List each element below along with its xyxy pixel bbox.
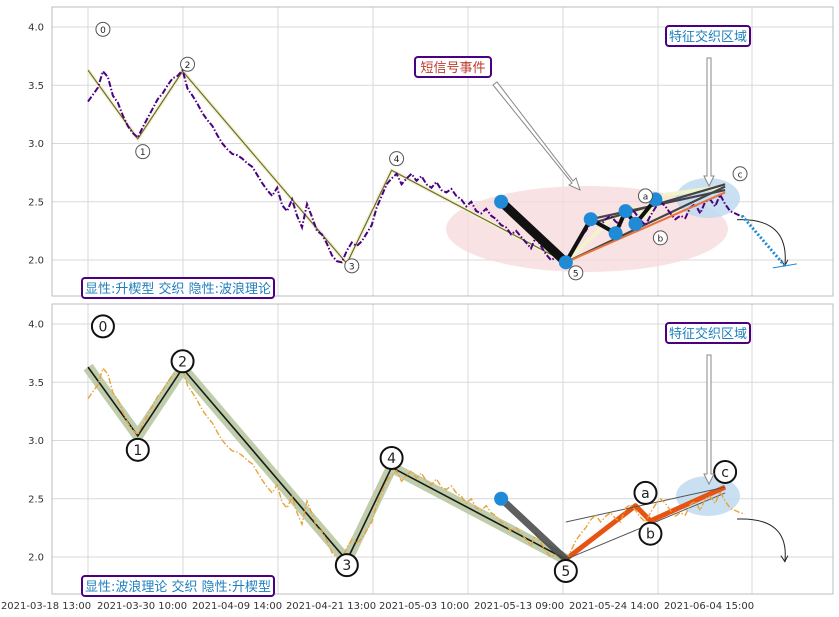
wave-label-circle [125,437,150,462]
wave-label: 4 [394,155,400,165]
x-tick-label: 2021-04-21 13:00 [286,601,376,612]
wave-label-circle [732,166,748,182]
wave-label-circle [633,480,658,505]
x-tick-label: 2021-03-18 13:00 [1,601,91,612]
plot-background [52,7,833,296]
shared-x-axis: 2021-03-18 13:00 2021-03-30 10:00 2021-04-… [1,601,754,612]
signal-point [558,255,573,270]
x-tick-label: 2021-06-04 15:00 [664,601,754,612]
wave-label-circle [652,230,668,246]
y-tick-label: 3.0 [28,139,44,150]
price-series [87,365,746,561]
wave-label-circle [180,56,196,72]
wave-label-circle [135,144,151,160]
wave-label: b [658,234,664,244]
y-tick-label: 4.0 [28,23,44,34]
pattern-caption: 显性:波浪理论 交织 隐性:升楔型 [85,579,271,595]
wave-label-circle [379,445,404,470]
feature-zone-arrow [703,354,715,486]
feature-zone-callout: 特征交织区域 [669,326,747,342]
forecast-line [740,214,786,267]
signal-point [628,216,643,231]
feature-zone-arrow [703,57,715,188]
signal-point [494,194,509,209]
signal-point [494,491,509,506]
y-tick-label: 3.0 [28,436,44,447]
y-tick-label: 2.0 [28,256,44,267]
wave-label: 3 [349,262,355,272]
y-tick-label: 4.0 [28,320,44,331]
signal-decline-segment [496,197,571,267]
wave-label: c [721,465,729,481]
wave-label-circle [553,558,578,583]
wave-label-circle [713,459,738,484]
forecast-tick [772,263,797,269]
y-tick-label: 2.5 [28,494,44,505]
y-tick-label: 2.0 [28,553,44,564]
feature-zone-callout-box [665,322,751,344]
wave-label-circle [637,188,653,204]
wave-label-circle [334,553,359,578]
wave-label: 2 [185,61,191,71]
short-signal-arrow [492,81,581,191]
plot-frame [51,303,834,595]
feature-zone-callout-box [665,25,751,47]
top-chart-panel: 4.0 3.5 3.0 2.5 2.0 0 1 2 3 4 5 a b c 特征交织区域短信号事件显性:升楔… [28,6,834,299]
abc-correction-wave [564,484,727,562]
wave-label-circle [95,21,111,37]
short-signal-callout-box [414,56,492,78]
x-tick-label: 2021-04-09 14:00 [192,601,282,612]
wave-label: 2 [178,354,187,370]
signal-point [583,212,598,227]
pattern-caption: 显性:升楔型 交织 隐性:波浪理论 [85,281,271,297]
wave-label: 3 [342,558,351,574]
y-tick-label: 3.5 [28,81,44,92]
wave-label: c [738,170,743,180]
short-signal-callout: 短信号事件 [420,61,485,76]
wave-label-circle [344,258,360,274]
feature-zone-callout: 特征交织区域 [669,29,747,45]
forecast-arrowhead [780,555,789,563]
forecast-arc [737,219,786,266]
wave-label: 4 [387,451,396,467]
y-tick-label: 2.5 [28,197,44,208]
plot-background [52,304,833,594]
wave-label: a [641,486,650,502]
wave-label-circle [568,265,584,281]
wave-label: 0 [98,319,107,335]
wave-label: 5 [573,269,579,279]
forecast-arc [737,518,786,562]
signal-point [608,226,623,241]
pattern-caption-box [81,575,275,597]
orange-trend-line [565,191,726,264]
plot-frame [51,6,834,297]
wave-label: 1 [133,443,142,459]
x-tick-label: 2021-05-03 10:00 [379,601,469,612]
wave-label-circle [90,314,115,339]
wave-label-circle [638,521,663,546]
x-tick-label: 2021-03-30 10:00 [97,601,187,612]
price-series [87,68,746,264]
pattern-caption-box [81,277,275,299]
wave-label-circle [170,349,195,374]
y-tick-label: 3.5 [28,378,44,389]
wave-label: a [643,192,649,202]
signal-point [618,204,633,219]
signal-track [497,495,570,563]
wave-label: b [646,527,655,543]
wave-label: 5 [561,564,570,580]
wave-label-circle [389,151,405,167]
wave-label: 0 [100,26,106,36]
x-tick-label: 2021-05-24 14:00 [569,601,659,612]
wave-label: 1 [140,148,146,158]
x-tick-label: 2021-05-13 09:00 [474,601,564,612]
